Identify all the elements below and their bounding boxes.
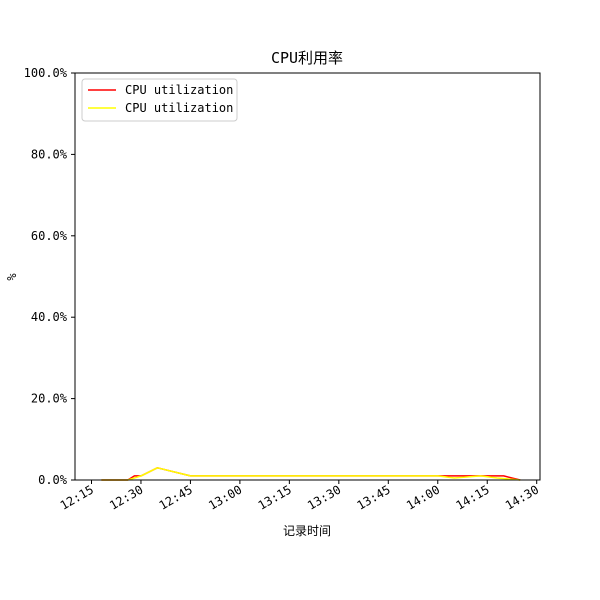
plot-lines bbox=[101, 467, 521, 481]
y-tick-label: 60.0% bbox=[31, 229, 68, 243]
legend: CPU utilization CPU utilization bbox=[81, 78, 238, 122]
x-axis-label: 记录时间 bbox=[283, 524, 331, 538]
y-axis-label: % bbox=[5, 273, 19, 281]
y-tick-label: 0.0% bbox=[38, 473, 68, 487]
y-tick-label: 40.0% bbox=[31, 310, 68, 324]
y-tick-label: 80.0% bbox=[31, 147, 68, 161]
y-tick-label: 20.0% bbox=[31, 392, 68, 406]
y-axis: 0.0% 20.0% 40.0% 60.0% 80.0% 100.0% bbox=[24, 66, 75, 487]
plot-frame bbox=[74, 72, 541, 481]
legend-label-series-2: CPU utilization bbox=[125, 101, 233, 115]
series-line-2 bbox=[101, 467, 521, 481]
y-tick-label: 100.0% bbox=[24, 66, 68, 80]
legend-label-series-1: CPU utilization bbox=[125, 83, 233, 97]
legend-box bbox=[81, 78, 238, 122]
chart-title: CPU利用率 bbox=[271, 49, 343, 67]
